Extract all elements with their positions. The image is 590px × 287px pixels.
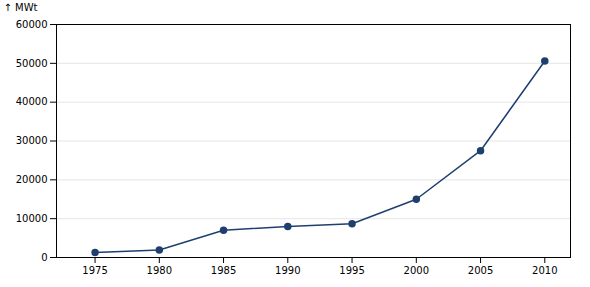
svg-text:50000: 50000 [16, 58, 48, 69]
svg-text:↑ MWt: ↑ MWt [4, 2, 38, 13]
svg-text:1990: 1990 [275, 265, 300, 276]
svg-text:2005: 2005 [468, 265, 493, 276]
svg-text:2000: 2000 [404, 265, 429, 276]
svg-text:1980: 1980 [147, 265, 172, 276]
svg-text:40000: 40000 [16, 96, 48, 107]
svg-text:20000: 20000 [16, 174, 48, 185]
svg-text:1975: 1975 [82, 265, 107, 276]
svg-text:10000: 10000 [16, 213, 48, 224]
svg-text:0: 0 [41, 252, 47, 263]
svg-text:30000: 30000 [16, 135, 48, 146]
svg-text:2010: 2010 [532, 265, 557, 276]
svg-text:1985: 1985 [211, 265, 236, 276]
svg-text:1995: 1995 [339, 265, 364, 276]
svg-text:60000: 60000 [16, 19, 48, 30]
